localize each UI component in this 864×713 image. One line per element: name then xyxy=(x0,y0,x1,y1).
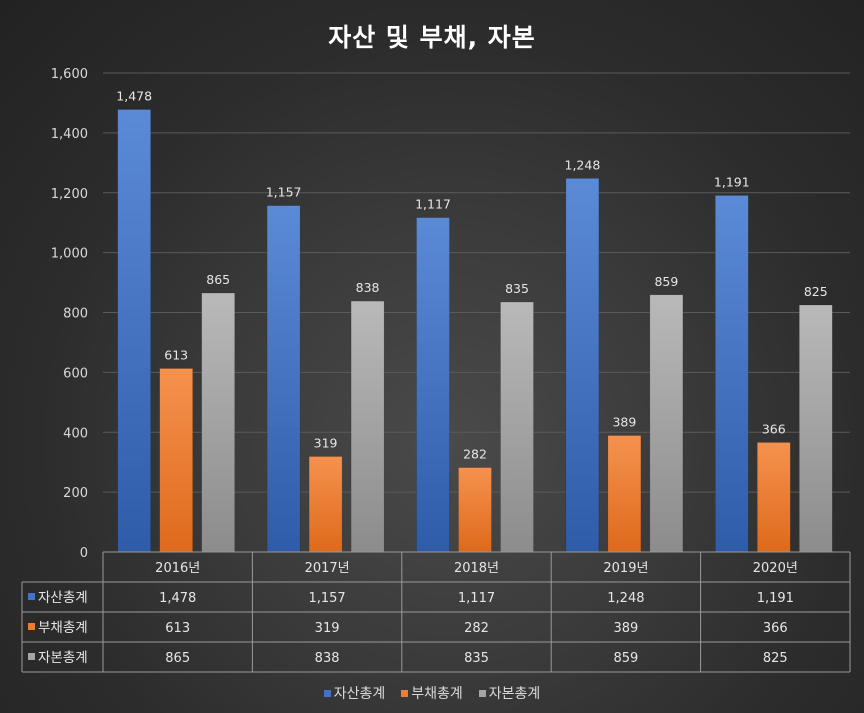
table-cell: 825 xyxy=(763,651,788,666)
x-tick-label: 2020년 xyxy=(753,561,798,576)
table-cell: 319 xyxy=(315,621,340,636)
data-label: 366 xyxy=(762,421,786,436)
chart-plot: 0 200 400 600 800 1,000 1,200 1,400 1,600 1,478 61… xyxy=(0,0,864,713)
x-tick-label: 2018년 xyxy=(454,561,499,576)
data-label: 1,117 xyxy=(415,197,451,212)
y-tick-label: 1,000 xyxy=(51,247,88,262)
legend-swatch xyxy=(324,690,331,697)
y-tick-label: 1,400 xyxy=(51,127,88,142)
data-label: 1,191 xyxy=(714,174,750,189)
data-label: 1,478 xyxy=(116,89,152,104)
bar-자산총계 xyxy=(118,110,151,552)
bar-자산총계 xyxy=(715,195,748,552)
data-label: 838 xyxy=(356,280,380,295)
bar-부채총계 xyxy=(757,442,790,552)
legend-label: 자산총계 xyxy=(334,683,386,703)
data-label: 825 xyxy=(804,284,828,299)
bar-자본총계 xyxy=(501,302,534,552)
table-cell: 859 xyxy=(613,651,638,666)
table-cell: 1,248 xyxy=(607,591,644,606)
bar-자산총계 xyxy=(267,206,300,552)
table-series-name: 자산총계 xyxy=(38,590,88,606)
data-label: 613 xyxy=(164,347,188,362)
data-label: 1,157 xyxy=(266,185,302,200)
table-cell: 282 xyxy=(464,621,489,636)
data-label: 865 xyxy=(206,272,230,287)
y-tick-label: 400 xyxy=(63,426,88,441)
table-cell: 1,117 xyxy=(458,591,495,606)
data-label: 282 xyxy=(463,447,487,462)
bar-자산총계 xyxy=(417,218,450,552)
table-legend-key xyxy=(28,653,35,660)
table-cell: 865 xyxy=(165,651,190,666)
table-cell: 1,191 xyxy=(757,591,794,606)
bar-부채총계 xyxy=(160,368,193,552)
data-label: 1,248 xyxy=(565,157,601,172)
bar-부채총계 xyxy=(309,456,342,552)
bar-자본총계 xyxy=(351,301,384,552)
data-label: 859 xyxy=(654,274,678,289)
table-legend-key xyxy=(28,623,35,630)
bar-자본총계 xyxy=(650,295,683,552)
table-cell: 389 xyxy=(613,621,638,636)
bar-자본총계 xyxy=(202,293,235,552)
bar-부채총계 xyxy=(608,436,641,552)
table-cell: 838 xyxy=(315,651,340,666)
table-series-name: 자본총계 xyxy=(38,650,88,666)
x-tick-label: 2019년 xyxy=(603,561,648,576)
y-tick-label: 1,600 xyxy=(51,67,88,82)
y-tick-label: 1,200 xyxy=(51,187,88,202)
y-tick-label: 0 xyxy=(80,546,88,561)
table-cell: 1,157 xyxy=(308,591,345,606)
x-tick-label: 2017년 xyxy=(305,561,350,576)
table-cell: 835 xyxy=(464,651,489,666)
data-label: 319 xyxy=(314,435,338,450)
data-label: 835 xyxy=(505,281,529,296)
x-tick-label: 2016년 xyxy=(155,561,200,576)
y-tick-label: 600 xyxy=(63,366,88,381)
chart-legend: 자산총계 부채총계 자본총계 xyxy=(0,683,864,703)
table-legend-key xyxy=(28,593,35,600)
legend-item: 자본총계 xyxy=(479,683,541,703)
table-cell: 366 xyxy=(763,621,788,636)
table-series-name: 부채총계 xyxy=(38,620,88,636)
legend-swatch xyxy=(401,690,408,697)
legend-swatch xyxy=(479,690,486,697)
table-cell: 613 xyxy=(165,621,190,636)
legend-label: 부채총계 xyxy=(411,683,463,703)
y-tick-label: 200 xyxy=(63,486,88,501)
legend-item: 부채총계 xyxy=(401,683,463,703)
chart-root: 자산 및 부채, 자본 0 200 400 600 800 1,000 1,200 1,400… xyxy=(0,0,864,713)
bar-부채총계 xyxy=(459,468,492,552)
legend-label: 자본총계 xyxy=(489,683,541,703)
bar-자산총계 xyxy=(566,178,599,552)
legend-item: 자산총계 xyxy=(324,683,386,703)
table-cell: 1,478 xyxy=(159,591,196,606)
bar-자본총계 xyxy=(799,305,832,552)
y-tick-label: 800 xyxy=(63,307,88,322)
data-label: 389 xyxy=(612,415,636,430)
